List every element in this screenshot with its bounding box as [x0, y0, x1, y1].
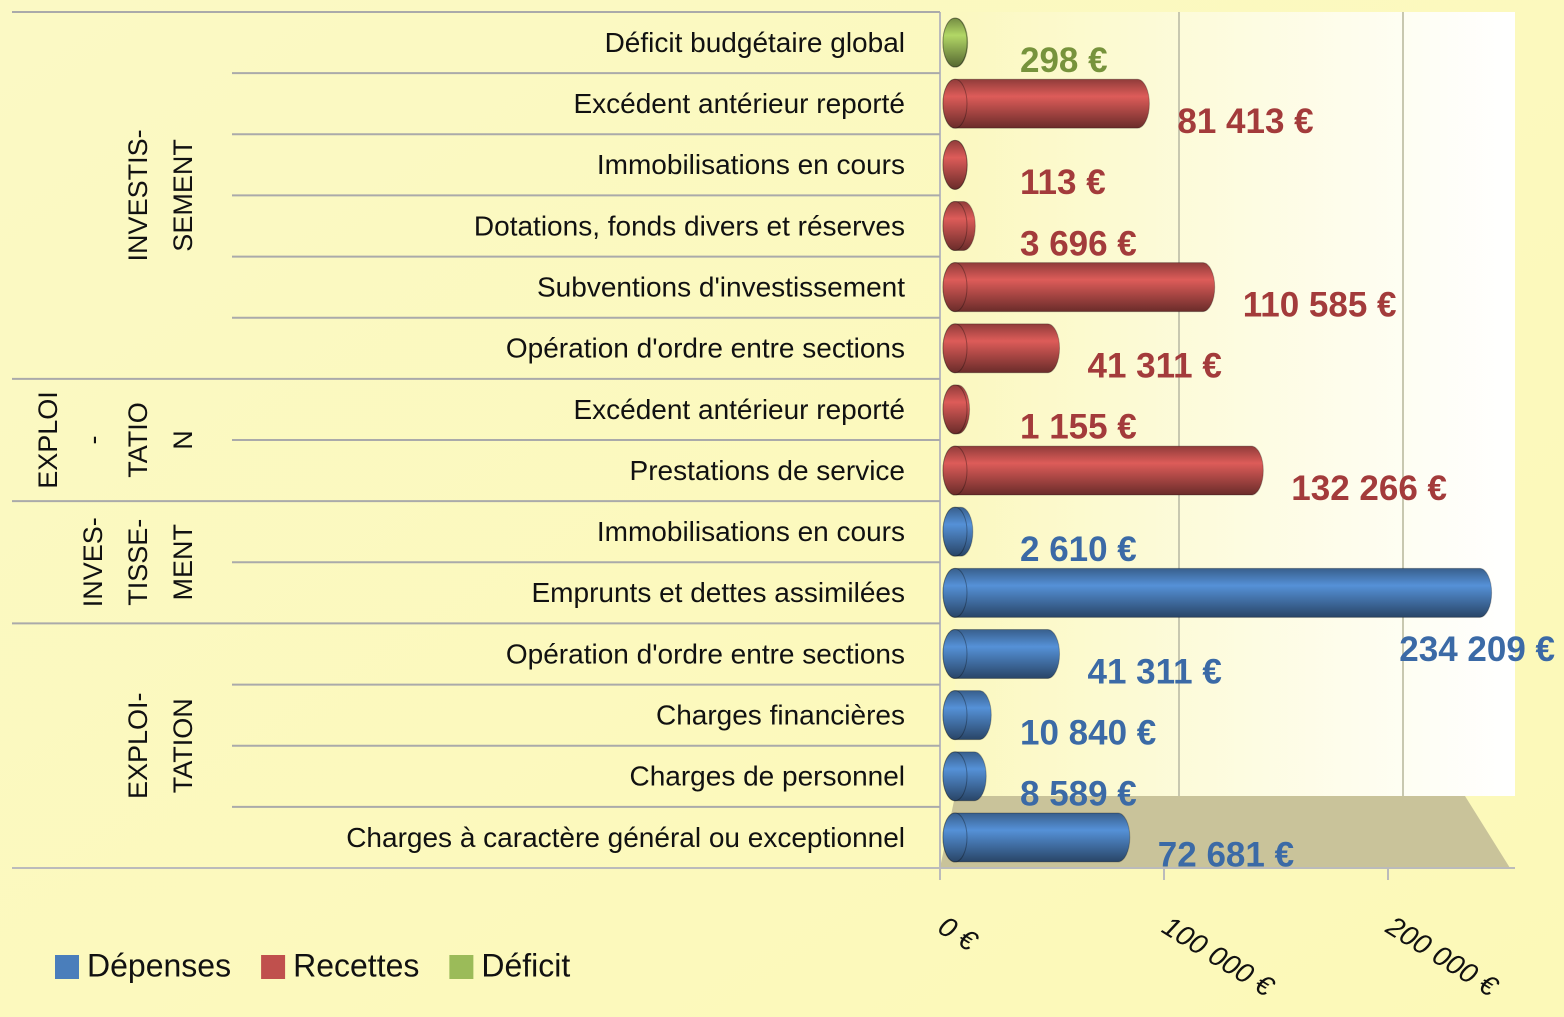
y-tick-label: Immobilisations en cours — [597, 516, 905, 547]
data-label: 81 413 € — [1177, 102, 1313, 141]
group-label: TISSE- — [123, 519, 153, 606]
bar-end — [942, 384, 968, 435]
bar-end — [942, 201, 968, 251]
data-label: 10 840 € — [1020, 713, 1156, 752]
bar — [942, 384, 971, 435]
group-label: INVES- — [78, 517, 108, 607]
bar — [942, 812, 1131, 863]
bar-end — [942, 445, 968, 496]
bar-body — [942, 567, 1493, 618]
bar-end — [942, 17, 968, 68]
bar-end — [942, 78, 968, 129]
data-label: 132 266 € — [1291, 469, 1447, 508]
y-tick-label: Charges de personnel — [629, 761, 905, 792]
legend-label: Déficit — [481, 947, 570, 983]
bar — [942, 78, 1150, 129]
y-tick-label: Déficit budgétaire global — [605, 27, 905, 58]
legend-swatch — [261, 955, 286, 979]
bar — [942, 567, 1493, 618]
y-tick-label: Immobilisations en cours — [597, 149, 905, 180]
legend-label: Recettes — [293, 947, 419, 983]
y-tick-label: Dotations, fonds divers et réserves — [474, 210, 905, 241]
group-label: EXPLOI- — [123, 692, 153, 799]
legend-swatch — [449, 955, 474, 979]
data-label: 41 311 € — [1088, 347, 1222, 386]
y-tick-label: Excédent antérieur reporté — [573, 88, 905, 119]
group-label: SEMENT — [168, 139, 198, 252]
data-label: 41 311 € — [1088, 652, 1222, 691]
bar-body — [942, 78, 1150, 129]
y-tick-label: Opération d'ordre entre sections — [506, 333, 905, 364]
bar — [942, 139, 968, 190]
bar — [942, 201, 976, 251]
group-label: INVESTIS- — [123, 129, 153, 261]
bar — [942, 323, 1060, 374]
group-label: - — [78, 436, 108, 445]
data-label: 2 610 € — [1020, 530, 1137, 569]
data-label: 8 589 € — [1020, 775, 1137, 814]
group-label: N — [168, 430, 198, 450]
legend-label: Dépenses — [87, 947, 231, 983]
bar-end — [942, 139, 968, 190]
y-tick-label: Charges à caractère général ou exception… — [346, 822, 905, 853]
bar-body — [942, 262, 1216, 313]
y-tick-label: Subventions d'investissement — [537, 272, 905, 303]
bar-end — [942, 506, 968, 557]
bar-end — [942, 262, 968, 313]
data-label: 72 681 € — [1158, 836, 1294, 875]
group-label: EXPLOI — [33, 391, 63, 489]
y-tick-label: Charges financières — [656, 700, 905, 731]
y-tick-label: Excédent antérieur reporté — [573, 394, 905, 425]
data-label: 234 209 € — [1399, 630, 1555, 669]
bar — [942, 445, 1264, 496]
bar — [942, 751, 987, 802]
bar — [942, 17, 969, 68]
data-label: 3 696 € — [1020, 224, 1137, 263]
bar-end — [942, 812, 968, 863]
bar-end — [942, 751, 968, 802]
group-label: MENT — [168, 524, 198, 601]
bar — [942, 506, 974, 557]
bar — [942, 262, 1216, 313]
bar — [942, 690, 992, 741]
bar-end — [942, 690, 968, 741]
data-label: 1 155 € — [1020, 408, 1137, 447]
bar-end — [942, 567, 968, 618]
bar-body — [942, 445, 1264, 496]
data-label: 298 € — [1020, 41, 1108, 80]
bar-body — [942, 812, 1131, 863]
y-tick-label: Prestations de service — [630, 455, 905, 486]
bar-end — [942, 629, 968, 679]
legend-swatch — [55, 955, 79, 979]
data-label: 110 585 € — [1243, 285, 1397, 324]
bar-end — [942, 323, 968, 374]
data-label: 113 € — [1020, 163, 1106, 202]
group-label: TATIO — [123, 402, 153, 478]
bar — [942, 629, 1060, 679]
y-tick-label: Emprunts et dettes assimilées — [532, 577, 906, 608]
group-label: TATION — [168, 698, 198, 793]
y-tick-label: Opération d'ordre entre sections — [506, 638, 905, 669]
